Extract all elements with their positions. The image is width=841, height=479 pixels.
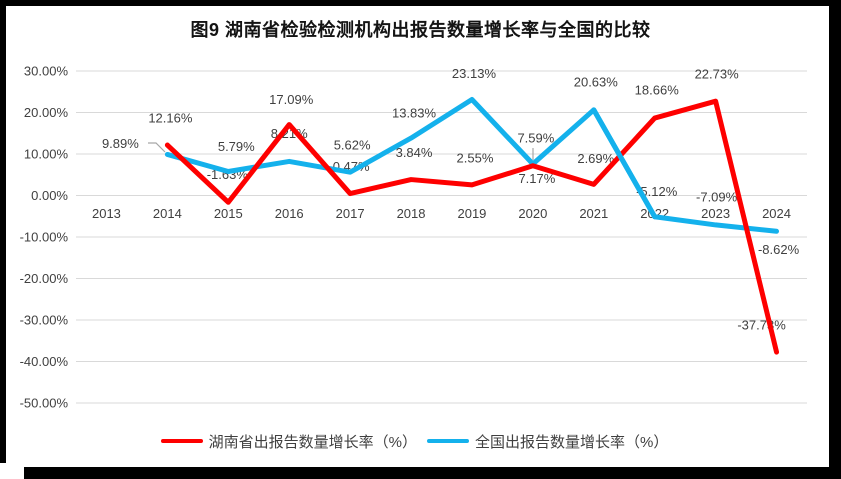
series-line-national-overlay: [591, 107, 658, 220]
data-label: 20.63%: [574, 74, 619, 89]
data-label: 13.83%: [392, 106, 437, 121]
y-axis-tick-label: 10.00%: [24, 147, 69, 162]
y-axis-tick-label: 0.00%: [31, 188, 68, 203]
data-label: 12.16%: [148, 111, 193, 126]
x-axis-label: 2017: [336, 206, 365, 221]
y-axis-tick-label: 20.00%: [24, 105, 69, 120]
y-axis-tick-label: -40.00%: [20, 354, 69, 369]
data-label: 22.73%: [695, 67, 740, 82]
blue-line-swatch: [427, 439, 469, 443]
data-label: 2.69%: [577, 151, 614, 166]
x-axis-label: 2023: [701, 206, 730, 221]
data-label: 5.79%: [218, 139, 255, 154]
data-label: 18.66%: [635, 83, 680, 98]
data-label: 7.59%: [517, 131, 554, 146]
y-axis-tick-label: -20.00%: [20, 271, 69, 286]
data-label: 3.84%: [396, 145, 433, 160]
frame-border-right: [829, 0, 841, 479]
series-line-national: [164, 97, 780, 234]
data-label: -8.62%: [758, 242, 800, 257]
data-label: 9.89%: [102, 136, 139, 151]
x-axis-label: 2014: [153, 206, 182, 221]
data-label: 5.62%: [334, 138, 371, 153]
data-label: 23.13%: [452, 66, 497, 81]
data-label: -37.73%: [737, 318, 786, 333]
x-axis-label: 2016: [275, 206, 304, 221]
x-axis-label: 2020: [518, 206, 547, 221]
y-axis-tick-label: -10.00%: [20, 230, 69, 245]
frame-border-top: [0, 0, 841, 6]
series-line-hunan: [164, 98, 780, 355]
data-label: 17.09%: [269, 92, 314, 107]
legend-label-national: 全国出报告数量增长率（%）: [475, 433, 669, 451]
label-leader-line: [148, 142, 166, 153]
x-axis-label: 2015: [214, 206, 243, 221]
red-line-swatch: [160, 439, 203, 443]
legend-item-hunan: 湖南省出报告数量增长率（%）: [160, 431, 417, 452]
chart-title: 图9 湖南省检验检测机构出报告数量增长率与全国的比较: [190, 20, 651, 40]
data-label: 7.17%: [518, 171, 555, 186]
y-axis-tick-label: -30.00%: [20, 313, 69, 328]
x-axis-label: 2019: [457, 206, 486, 221]
x-axis-label: 2013: [92, 206, 121, 221]
legend-label-hunan: 湖南省出报告数量增长率（%）: [208, 433, 417, 451]
data-label: -7.09%: [696, 189, 738, 204]
data-label: 2.55%: [457, 150, 494, 165]
y-axis-tick-label: 30.00%: [24, 64, 69, 79]
x-axis-label: 2018: [397, 206, 426, 221]
frame-border-bottom: [24, 467, 841, 479]
frame-border-left: [0, 0, 6, 463]
x-axis-label: 2021: [579, 206, 608, 221]
data-label: -5.12%: [636, 184, 678, 199]
legend-item-national: 全国出报告数量增长率（%）: [427, 431, 668, 452]
legend: 湖南省出报告数量增长率（%） 全国出报告数量增长率（%）: [0, 430, 829, 452]
x-axis-label: 2024: [762, 206, 791, 221]
y-axis-tick-label: -50.00%: [20, 396, 69, 411]
